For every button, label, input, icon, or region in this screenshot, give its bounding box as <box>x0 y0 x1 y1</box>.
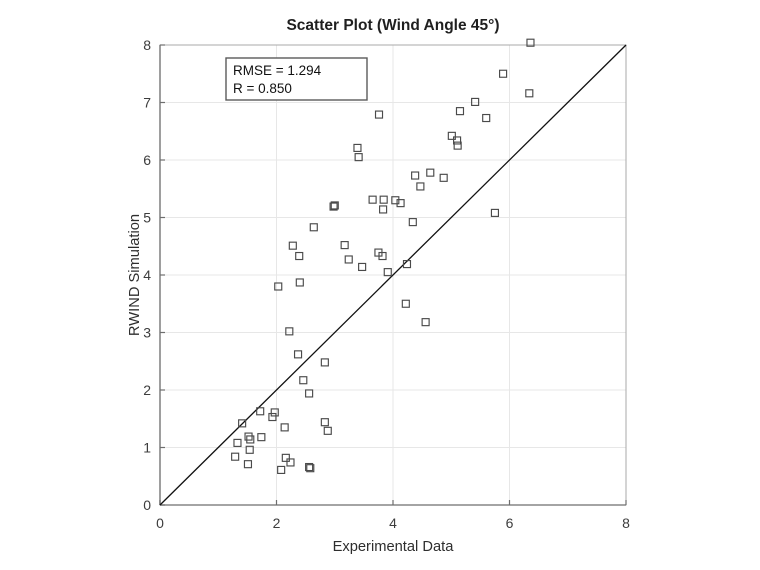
y-axis-label: RWIND Simulation <box>127 214 143 336</box>
data-point-marker <box>447 131 456 140</box>
data-point-marker <box>306 464 315 473</box>
x-tick-label: 2 <box>273 515 281 531</box>
data-point-marker <box>320 358 329 367</box>
data-point-marker <box>471 97 480 107</box>
data-point-marker <box>246 435 255 444</box>
identity-line <box>159 44 627 506</box>
chart-title: Scatter Plot (Wind Angle 45°) <box>286 17 499 34</box>
data-point-marker <box>243 460 253 469</box>
data-point-marker <box>416 182 425 191</box>
r-value-text: R = 0.850 <box>233 81 292 96</box>
data-point-marker <box>281 453 290 462</box>
rmse-value-text: RMSE = 1.294 <box>233 63 322 78</box>
data-point-marker <box>280 423 289 432</box>
data-point-marker <box>353 143 362 153</box>
data-point-marker <box>396 199 405 208</box>
x-axis-label: Experimental Data <box>333 539 455 555</box>
data-point-marker <box>295 278 304 287</box>
data-point-marker <box>402 260 412 269</box>
data-point-marker <box>411 171 420 180</box>
data-point-marker <box>426 168 435 177</box>
data-point-marker <box>490 208 500 217</box>
x-tick-label: 6 <box>506 515 514 531</box>
y-tick-label: 3 <box>143 325 151 341</box>
x-tick-label: 4 <box>389 515 397 531</box>
data-point-marker <box>525 89 534 98</box>
data-point-marker <box>340 241 349 250</box>
x-tick-label: 8 <box>622 515 630 531</box>
data-point-marker <box>309 223 318 232</box>
data-point-marker <box>233 438 242 447</box>
data-point-marker <box>379 195 388 204</box>
data-point-marker <box>499 69 508 78</box>
data-point-marker <box>257 433 266 442</box>
annotation-border <box>225 57 368 101</box>
data-point-marker <box>256 407 265 416</box>
data-point-marker <box>293 350 303 359</box>
data-point-marker <box>453 141 462 150</box>
data-point-marker <box>378 251 387 261</box>
data-point-marker <box>305 389 314 398</box>
data-point-marker <box>482 113 491 123</box>
x-tick-label: 0 <box>156 515 164 531</box>
data-point-marker <box>323 426 332 435</box>
data-point-marker <box>268 412 277 422</box>
data-point-marker <box>274 282 283 291</box>
data-point-marker <box>285 327 294 336</box>
data-point-marker <box>295 251 304 261</box>
data-point-marker <box>344 255 353 264</box>
data-point-marker <box>401 299 410 308</box>
y-tick-label: 5 <box>143 210 151 226</box>
data-point-marker <box>286 458 295 467</box>
data-point-marker <box>244 432 253 441</box>
y-tick-label: 7 <box>143 95 151 111</box>
y-tick-label: 8 <box>143 37 151 53</box>
data-point-marker <box>288 241 297 250</box>
data-point-marker <box>245 445 254 454</box>
y-tick-labels: 0 1 2 3 4 5 6 7 8 <box>143 37 151 513</box>
data-point-marker <box>526 38 535 47</box>
data-point-marker <box>374 110 384 119</box>
data-point-marker <box>391 196 400 205</box>
data-point-marker <box>231 452 240 461</box>
data-point-marker <box>354 153 363 162</box>
scatter-markers <box>231 38 535 474</box>
data-point-marker <box>320 418 329 427</box>
data-point-marker <box>455 107 465 116</box>
y-tick-label: 2 <box>143 382 151 398</box>
grid-lines <box>160 45 626 505</box>
data-point-marker <box>439 173 448 182</box>
data-point-marker <box>379 205 388 214</box>
data-point-marker <box>277 465 286 474</box>
data-point-marker <box>408 218 417 227</box>
data-point-marker <box>329 202 338 211</box>
data-point-marker <box>238 419 247 428</box>
data-point-marker <box>358 262 367 272</box>
data-point-marker <box>330 201 339 210</box>
data-point-marker <box>270 408 279 417</box>
x-tick-labels: 0 2 4 6 8 <box>156 515 630 531</box>
y-tick-label: 4 <box>143 267 151 283</box>
y-tick-label: 6 <box>143 152 151 168</box>
y-tick-label: 1 <box>143 440 151 456</box>
data-point-marker <box>453 136 462 145</box>
annotation-box: RMSE = 1.294 R = 0.850 <box>225 57 368 101</box>
y-tick-label: 0 <box>143 497 151 513</box>
data-point-marker <box>421 318 430 327</box>
data-point-marker <box>305 462 314 472</box>
data-point-marker <box>299 376 308 385</box>
data-point-marker <box>383 268 392 277</box>
data-point-marker <box>368 195 377 204</box>
